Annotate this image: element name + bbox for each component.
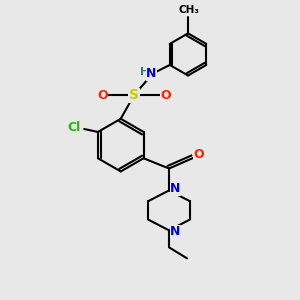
Text: O: O xyxy=(97,89,108,102)
Text: H: H xyxy=(140,67,149,77)
Text: N: N xyxy=(170,182,181,196)
Text: Cl: Cl xyxy=(67,121,81,134)
Text: O: O xyxy=(194,148,204,161)
Text: N: N xyxy=(146,67,157,80)
Text: S: S xyxy=(129,88,139,102)
Text: CH₃: CH₃ xyxy=(179,5,200,15)
Text: O: O xyxy=(160,89,171,102)
Text: N: N xyxy=(170,225,181,238)
